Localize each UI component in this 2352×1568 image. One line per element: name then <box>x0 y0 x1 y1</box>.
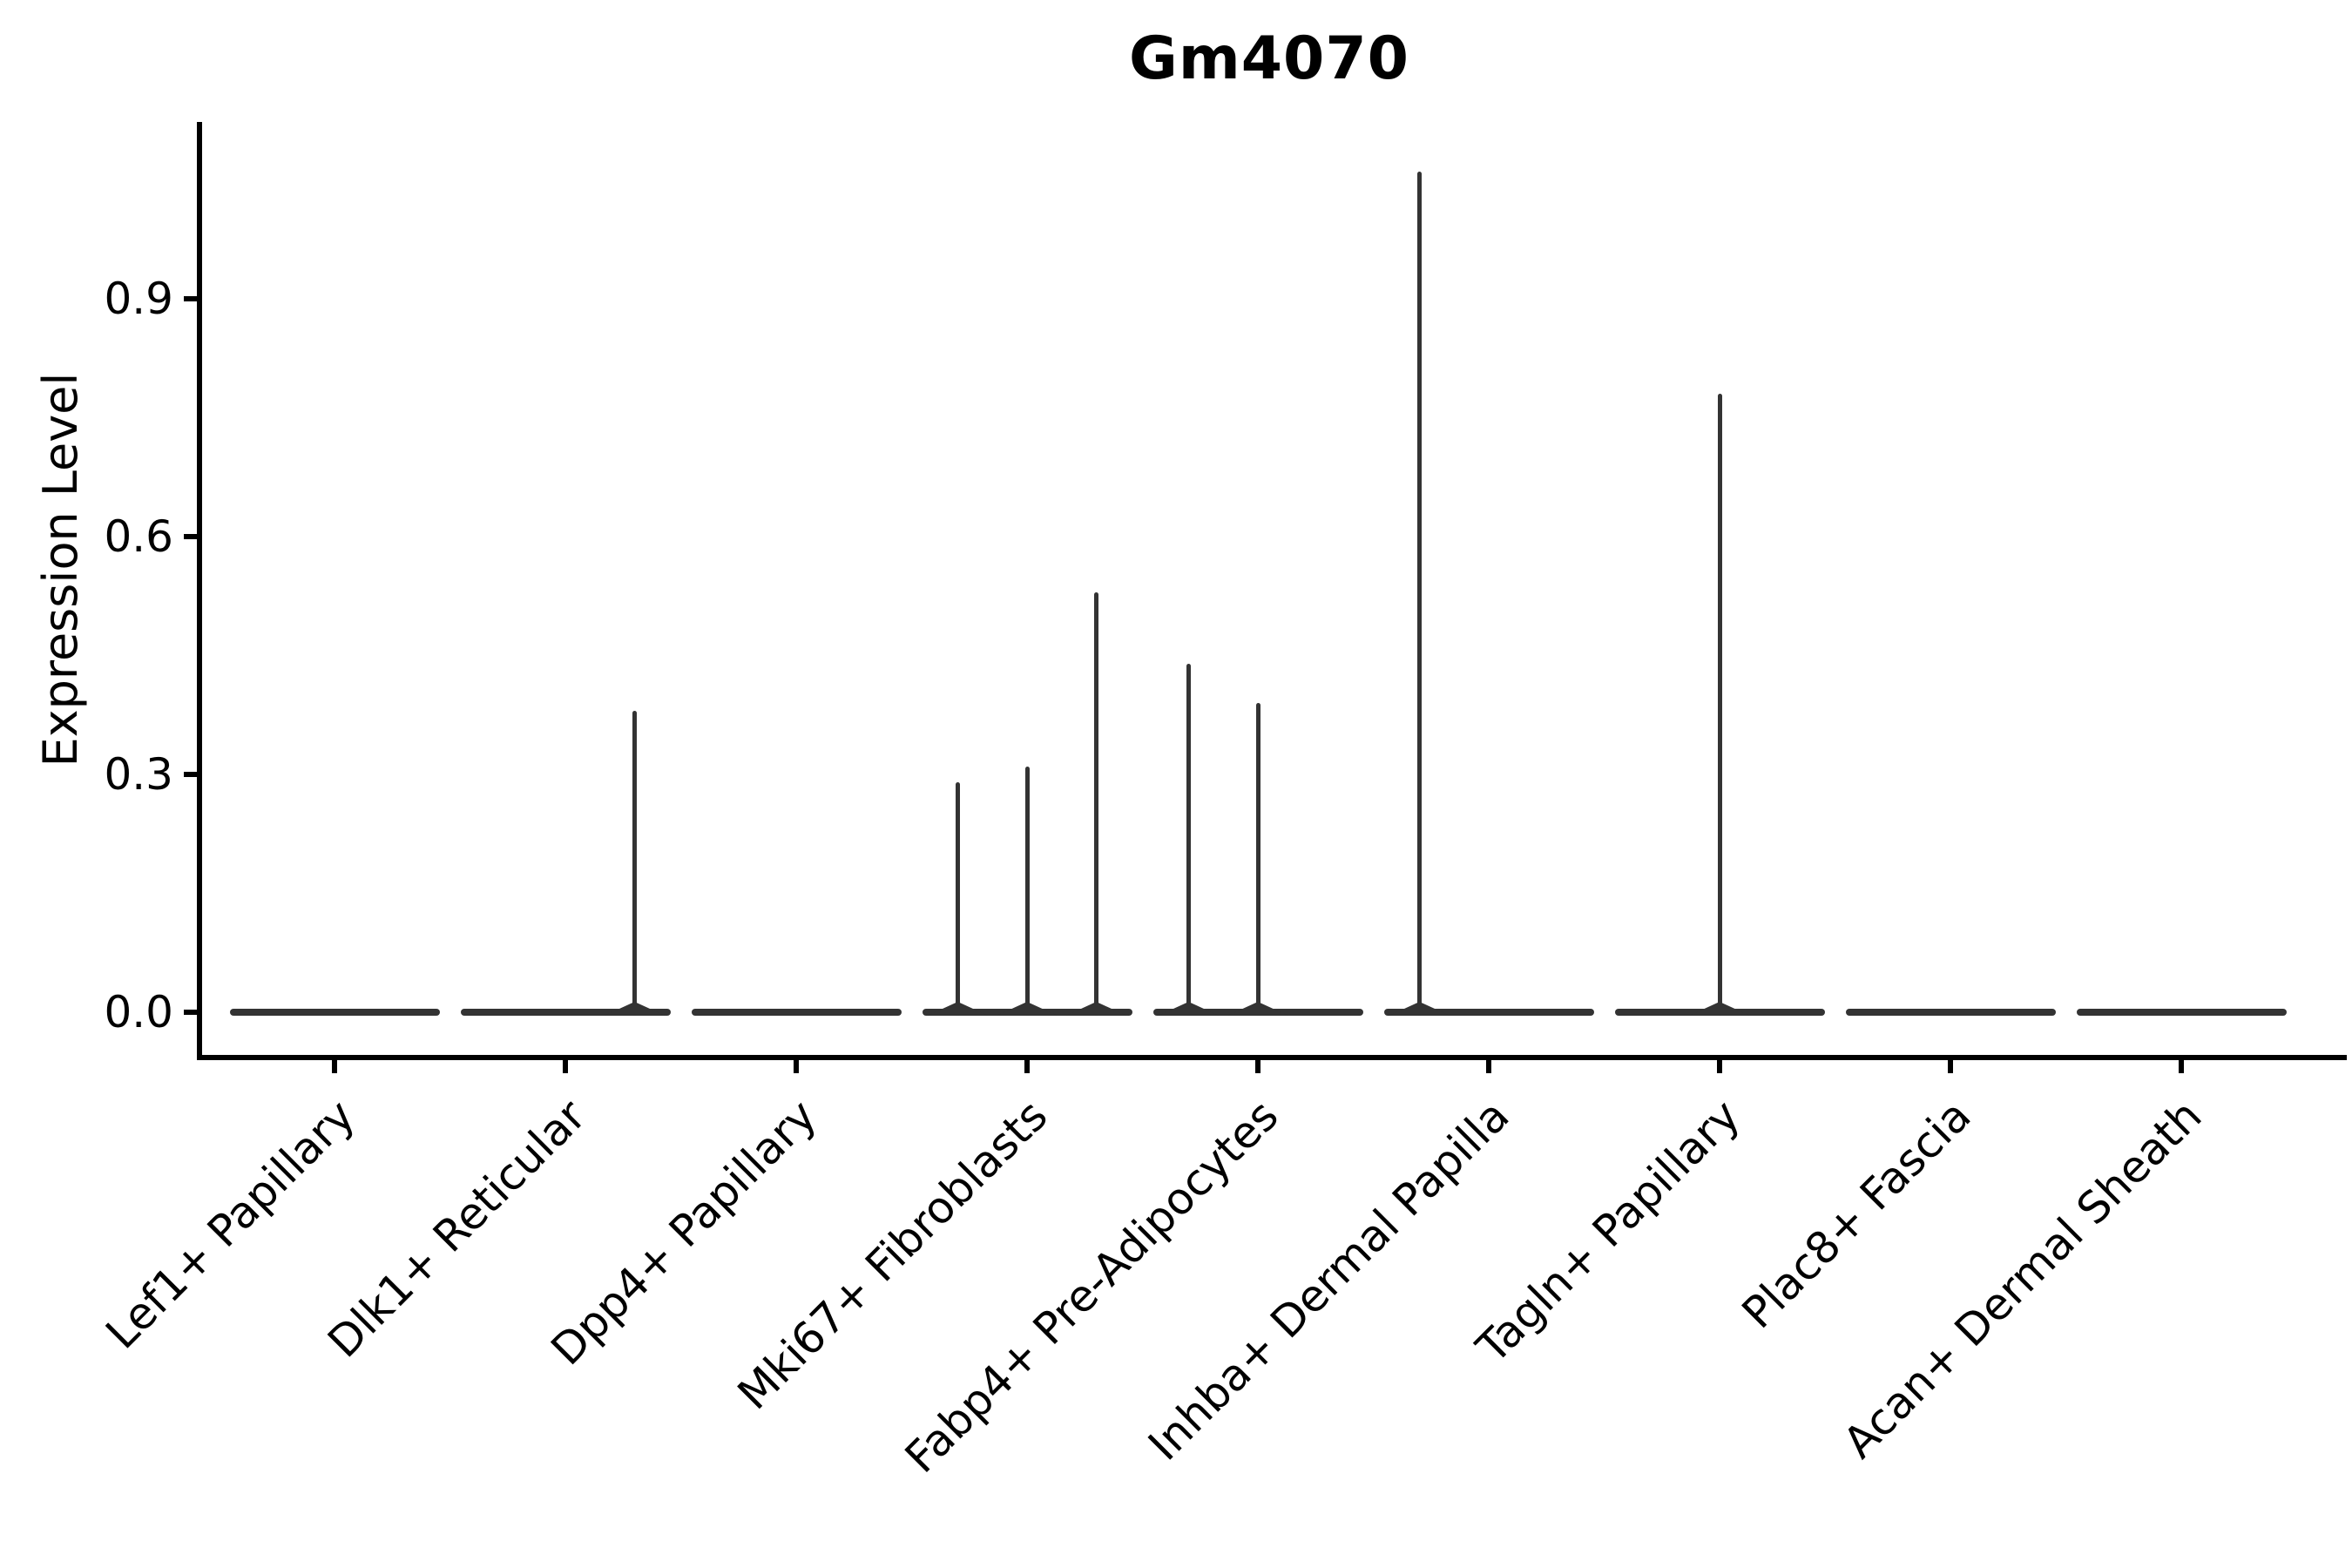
violin-spike <box>1417 172 1422 1016</box>
x-axis-tick <box>1948 1060 1953 1073</box>
violin-zero-line <box>229 1009 440 1016</box>
y-tick-label: 0.0 <box>104 987 173 1037</box>
x-axis-tick <box>563 1060 568 1073</box>
violin-spike <box>1186 663 1191 1016</box>
violin-spike <box>1255 703 1260 1016</box>
y-axis-tick <box>184 296 197 301</box>
y-axis-tick <box>184 772 197 777</box>
x-axis-tick <box>332 1060 337 1073</box>
y-axis-tick <box>184 534 197 539</box>
y-tick-label: 0.6 <box>104 511 173 562</box>
plot-title: Gm4070 <box>1129 24 1409 93</box>
x-axis-tick <box>1486 1060 1491 1073</box>
x-axis-tick <box>1717 1060 1722 1073</box>
violin-zero-line <box>691 1009 902 1016</box>
violin-zero-line <box>460 1009 671 1016</box>
x-axis-tick <box>1255 1060 1260 1073</box>
y-tick-label: 0.3 <box>104 749 173 800</box>
violin-zero-line <box>2076 1009 2287 1016</box>
violin-spike <box>1024 766 1030 1016</box>
violin-spike <box>1094 591 1098 1016</box>
violin-zero-line <box>1845 1009 2056 1016</box>
violin-spike <box>632 711 637 1016</box>
y-axis-label: Expression Level <box>33 372 88 767</box>
x-axis-tick <box>2179 1060 2184 1073</box>
plot-area <box>197 122 2347 1060</box>
x-axis-tick <box>794 1060 799 1073</box>
x-axis-tick <box>1024 1060 1030 1073</box>
y-axis-tick <box>184 1010 197 1015</box>
y-tick-label: 0.9 <box>104 274 173 324</box>
violin-spike <box>1717 394 1722 1016</box>
violin-spike <box>956 782 960 1016</box>
violin-zero-line <box>1383 1009 1594 1016</box>
